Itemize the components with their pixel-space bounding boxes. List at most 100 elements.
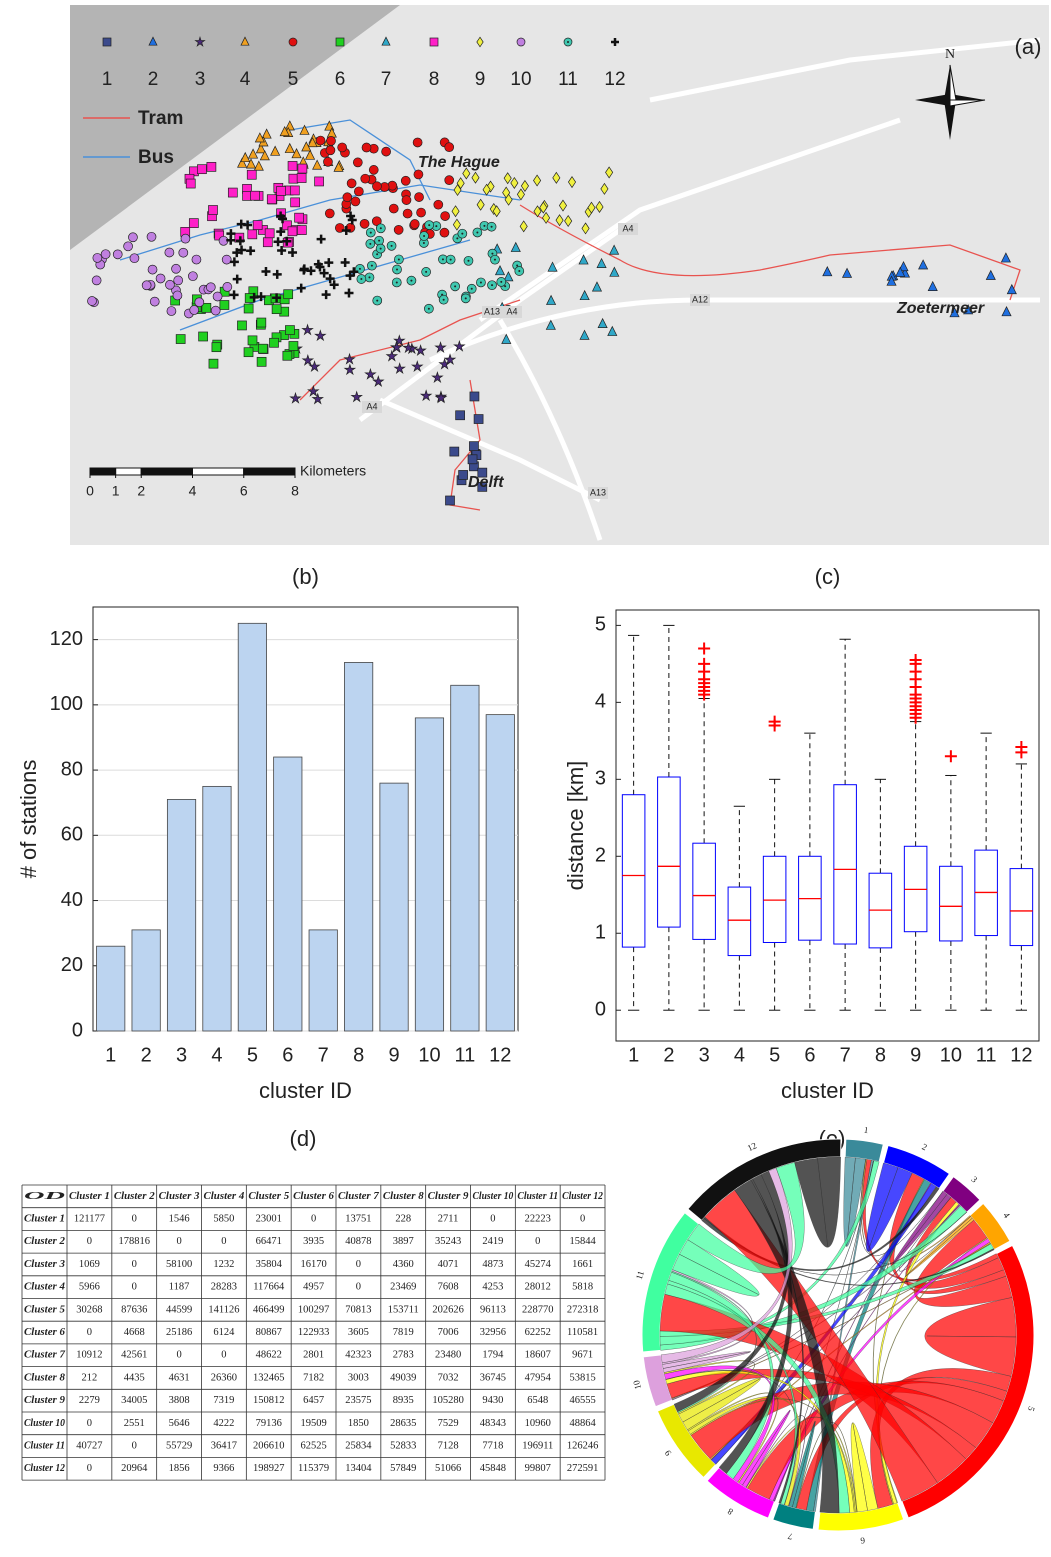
station-marker [359, 219, 370, 229]
station-marker [232, 248, 242, 258]
table-cell: 0 [535, 1236, 540, 1247]
x-axis-label: cluster ID [259, 1078, 352, 1103]
table-cell: 5818 [572, 1282, 593, 1293]
bar [379, 782, 409, 1032]
legend-marker-dot [567, 41, 569, 43]
table-cell: 6548 [527, 1395, 548, 1406]
station-marker [287, 226, 298, 237]
table-cell: 0 [132, 1282, 137, 1293]
station-marker [440, 211, 450, 221]
station-marker [482, 183, 491, 196]
station-marker [609, 244, 620, 255]
table-cell: 57849 [390, 1463, 416, 1474]
table-cell: 42561 [121, 1350, 147, 1361]
station-marker-dot [378, 239, 381, 242]
station-marker [222, 282, 233, 292]
station-marker [249, 292, 259, 302]
station-marker [607, 325, 618, 336]
station-marker [323, 157, 333, 167]
table-cell: 178816 [119, 1236, 151, 1247]
station-marker-dot [396, 268, 399, 271]
table-cell: 2801 [303, 1350, 324, 1361]
station-marker-dot [461, 232, 464, 235]
chord-label: 4 [1001, 1210, 1012, 1220]
legend-marker [516, 37, 526, 47]
legend-label: 12 [604, 69, 625, 90]
station-marker [400, 175, 411, 186]
station-marker-dot [516, 264, 519, 267]
station-marker [123, 241, 133, 252]
table-cell: 55729 [166, 1440, 192, 1451]
legend-marker [381, 36, 391, 46]
table-cell: 10912 [76, 1350, 102, 1361]
scale-label: 4 [189, 483, 197, 499]
table-cell: 105280 [432, 1395, 464, 1406]
table-cell: 99807 [525, 1463, 551, 1474]
station-marker [246, 169, 257, 180]
station-marker [171, 263, 181, 274]
table-cell: 28012 [525, 1282, 551, 1293]
scale-segment [243, 467, 296, 476]
y-tick-label: 40 [61, 889, 83, 911]
station-marker [456, 177, 465, 190]
legend-marker [194, 36, 206, 47]
station-marker [918, 259, 929, 270]
station-marker [147, 264, 158, 275]
station-marker [388, 203, 399, 214]
y-tick-label: 0 [595, 998, 606, 1020]
station-marker [256, 317, 267, 328]
scale-label: 0 [86, 483, 94, 499]
bar [414, 717, 445, 1032]
sea [70, 5, 400, 250]
x-tick-label: 11 [976, 1044, 997, 1066]
station-marker [201, 302, 212, 313]
table-cell: 30268 [76, 1304, 102, 1315]
chord-ribbon [795, 1422, 858, 1513]
station-marker [390, 340, 404, 353]
road-shield [588, 487, 608, 499]
table-cell: 16170 [300, 1259, 326, 1270]
station-marker [271, 304, 282, 315]
station-marker-dot [500, 280, 503, 283]
table-cell: 0 [87, 1327, 92, 1338]
table-cell: 0 [490, 1213, 495, 1224]
table-cell: 132465 [253, 1372, 285, 1383]
table-cell: 1856 [169, 1463, 190, 1474]
chord-label: 6 [859, 1535, 865, 1546]
table-cell: 202626 [432, 1304, 464, 1315]
table-cell: 5646 [169, 1418, 190, 1429]
station-marker [360, 173, 371, 184]
bar [273, 756, 303, 1032]
station-marker [520, 179, 529, 192]
station-marker [253, 160, 264, 171]
table-cell: 42323 [345, 1350, 371, 1361]
chord-ribbon [703, 1216, 995, 1286]
station-marker [197, 164, 207, 175]
table-cell: 3605 [348, 1327, 369, 1338]
x-tick-label: 9 [910, 1044, 921, 1066]
station-marker [279, 125, 290, 137]
station-marker [401, 195, 412, 205]
station-marker [949, 307, 960, 318]
legend-marker [335, 37, 345, 47]
table-header: Cluster 9 [428, 1191, 470, 1202]
legend-marker [611, 38, 619, 46]
y-tick-label: 0 [72, 1019, 83, 1041]
table-cell: 9366 [213, 1463, 234, 1474]
station-marker-dot [464, 297, 467, 300]
station-marker [219, 300, 230, 310]
bar [237, 622, 267, 1032]
table-header: Cluster 1 [24, 1213, 65, 1224]
station-marker [467, 454, 478, 465]
station-marker [246, 246, 256, 256]
legend-label: 10 [510, 69, 531, 90]
box [692, 842, 716, 940]
road-shield [502, 306, 522, 318]
station-marker [198, 331, 208, 342]
table-cell: 8935 [393, 1395, 414, 1406]
station-marker [579, 329, 590, 340]
table-cell: 40727 [76, 1440, 102, 1451]
plot-area [615, 609, 1040, 1042]
table-cell: 1661 [572, 1259, 593, 1270]
